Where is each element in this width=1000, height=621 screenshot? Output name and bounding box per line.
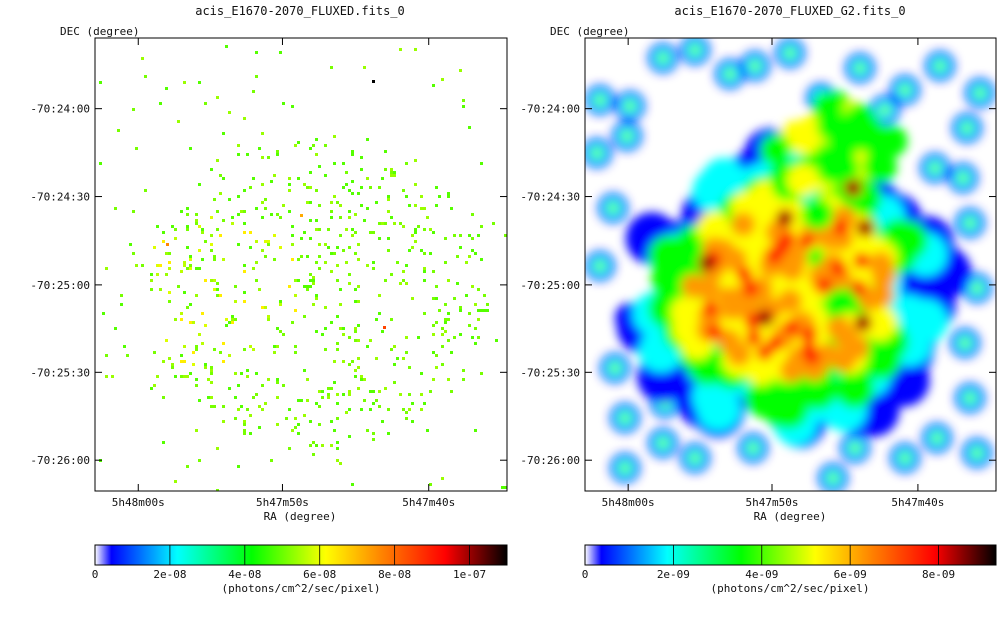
image-pixels xyxy=(585,38,996,491)
image-pixels xyxy=(99,45,507,491)
y-tick-label: -70:24:00 xyxy=(30,103,90,116)
y-axis-label: DEC (degree) xyxy=(60,25,139,38)
y-tick-label: -70:25:30 xyxy=(30,366,90,379)
colorbar-label: (photons/cm^2/sec/pixel) xyxy=(222,582,381,595)
colorbar xyxy=(584,544,997,566)
y-tick-label: -70:25:00 xyxy=(520,279,580,292)
colorbar-tick-label: 2e-09 xyxy=(657,568,690,581)
colorbar-tick-label: 0 xyxy=(582,568,589,581)
colorbar-ticks: 0 2e-09 4e-09 6e-09 8e-09 xyxy=(582,545,955,581)
plot-title: acis_E1670-2070_FLUXED_G2.fits_0 xyxy=(674,4,905,18)
colorbar-tick-label: 2e-08 xyxy=(153,568,186,581)
plot-frame xyxy=(584,37,997,492)
panel-fluxed-g2: acis_E1670-2070_FLUXED_G2.fits_0 DEC (de… xyxy=(520,4,997,595)
colorbar-tick-label: 8e-09 xyxy=(922,568,955,581)
x-tick-label: 5h47m40s xyxy=(402,496,455,509)
x-tick-label: 5h48m00s xyxy=(602,496,655,509)
x-tick-label: 5h48m00s xyxy=(112,496,165,509)
x-tick-label: 5h47m50s xyxy=(746,496,799,509)
axis-ticks: 5h48m00s 5h47m50s 5h47m40s -70:24:00 -70:24:… xyxy=(520,38,996,509)
colorbar-tick-label: 0 xyxy=(92,568,99,581)
colorbar-tick-label: 4e-08 xyxy=(228,568,261,581)
y-tick-label: -70:24:30 xyxy=(520,191,580,204)
y-tick-label: -70:25:00 xyxy=(30,279,90,292)
axis-ticks: 5h48m00s 5h47m50s 5h47m40s -70:24:00 -70:24:… xyxy=(30,38,507,509)
plot-frame xyxy=(94,37,508,492)
x-axis-label: RA (degree) xyxy=(264,510,337,523)
y-tick-label: -70:24:30 xyxy=(30,191,90,204)
colorbar-label: (photons/cm^2/sec/pixel) xyxy=(711,582,870,595)
colorbar-tick-label: 8e-08 xyxy=(378,568,411,581)
y-axis-label: DEC (degree) xyxy=(550,25,629,38)
colorbar-ticks: 0 2e-08 4e-08 6e-08 8e-08 1e-07 xyxy=(92,545,486,581)
colorbar xyxy=(94,544,508,566)
x-axis-label: RA (degree) xyxy=(754,510,827,523)
colorbar-tick-label: 4e-09 xyxy=(745,568,778,581)
y-tick-label: -70:24:00 xyxy=(520,103,580,116)
colorbar-tick-label: 1e-07 xyxy=(453,568,486,581)
colorbar-tick-label: 6e-09 xyxy=(834,568,867,581)
y-tick-label: -70:25:30 xyxy=(520,366,580,379)
x-tick-label: 5h47m50s xyxy=(256,496,309,509)
y-tick-label: -70:26:00 xyxy=(520,454,580,467)
x-tick-label: 5h47m40s xyxy=(891,496,944,509)
plot-title: acis_E1670-2070_FLUXED.fits_0 xyxy=(195,4,405,18)
colorbar-tick-label: 6e-08 xyxy=(303,568,336,581)
panel-fluxed: acis_E1670-2070_FLUXED.fits_0 DEC (degre… xyxy=(30,4,508,595)
y-tick-label: -70:26:00 xyxy=(30,454,90,467)
